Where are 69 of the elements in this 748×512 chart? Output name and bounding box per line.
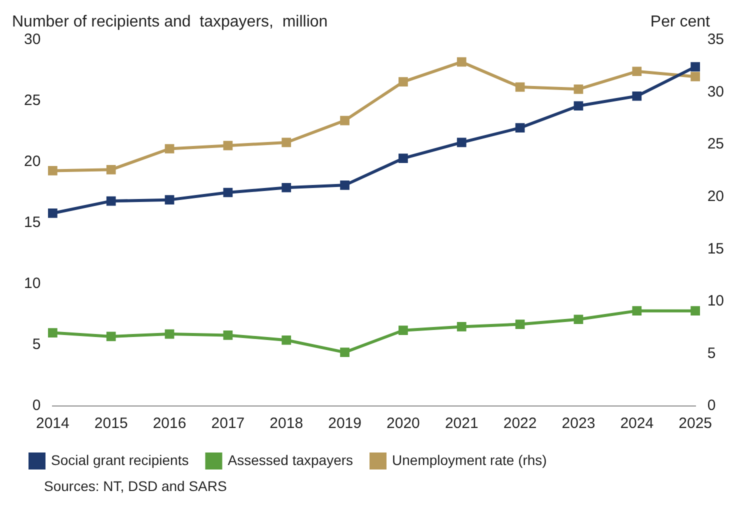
legend-label: Unemployment rate (rhs)	[392, 452, 547, 468]
point	[515, 123, 525, 133]
point	[632, 66, 642, 76]
source-note: Sources: NT, DSD and SARS	[44, 478, 228, 494]
x-tick-label: 2015	[94, 415, 128, 432]
legend-label: Social grant recipients	[51, 452, 189, 468]
point	[456, 322, 466, 332]
point	[690, 306, 700, 316]
point	[282, 138, 292, 148]
y2-tick-label: 20	[707, 188, 724, 205]
x-tick-label: 2024	[620, 415, 654, 432]
point	[48, 328, 58, 338]
point	[574, 314, 584, 324]
y-tick-label: 5	[32, 336, 41, 354]
point	[574, 101, 584, 111]
point	[48, 208, 58, 218]
point	[456, 57, 466, 67]
point	[456, 138, 466, 148]
y-tick-label: 25	[24, 92, 41, 110]
x-tick-label: 2020	[386, 415, 420, 432]
point	[515, 82, 525, 92]
point	[106, 332, 116, 342]
point	[164, 144, 174, 154]
y2-axis-title: Per cent	[650, 13, 711, 30]
legend-label: Assessed taxpayers	[228, 452, 354, 468]
x-tick-label: 2018	[270, 415, 304, 432]
point	[106, 196, 116, 206]
point	[340, 348, 350, 357]
y2-tick-label: 25	[707, 136, 724, 153]
point	[282, 335, 292, 345]
y2-tick-label: 30	[707, 83, 724, 100]
point	[164, 195, 174, 204]
x-tick-label: 2025	[678, 415, 712, 432]
point	[164, 329, 174, 339]
point	[48, 166, 58, 176]
x-tick-label: 2022	[503, 415, 537, 432]
point	[574, 84, 584, 94]
point	[398, 154, 408, 164]
y-tick-label: 30	[24, 31, 41, 48]
y2-tick-label: 0	[707, 397, 716, 414]
x-tick-label: 2016	[152, 415, 186, 432]
y2-tick-label: 10	[707, 292, 724, 310]
point	[282, 182, 292, 192]
point	[106, 164, 116, 174]
x-tick-label: 2014	[36, 415, 70, 432]
y2-tick-label: 5	[707, 344, 716, 362]
point	[398, 77, 408, 87]
point	[632, 306, 642, 316]
x-tick-label: 2019	[328, 415, 362, 432]
y-tick-label: 10	[24, 275, 41, 292]
y2-tick-label: 15	[707, 240, 724, 258]
point	[340, 180, 350, 190]
point	[515, 320, 525, 329]
point	[632, 91, 642, 101]
point	[223, 330, 233, 340]
y-tick-label: 0	[32, 397, 41, 414]
point	[690, 72, 700, 82]
x-tick-label: 2021	[444, 415, 478, 432]
point	[223, 188, 233, 198]
point	[398, 326, 408, 336]
y-tick-label: 20	[24, 153, 41, 170]
x-tick-label: 2017	[211, 415, 245, 432]
x-tick-label: 2023	[562, 415, 596, 432]
y-axis-title: Number of recipients and taxpayers, million	[12, 13, 328, 30]
point	[340, 116, 350, 126]
point	[223, 140, 233, 150]
y-tick-label: 15	[24, 214, 41, 232]
y2-tick-label: 35	[707, 31, 724, 48]
point	[690, 62, 700, 72]
